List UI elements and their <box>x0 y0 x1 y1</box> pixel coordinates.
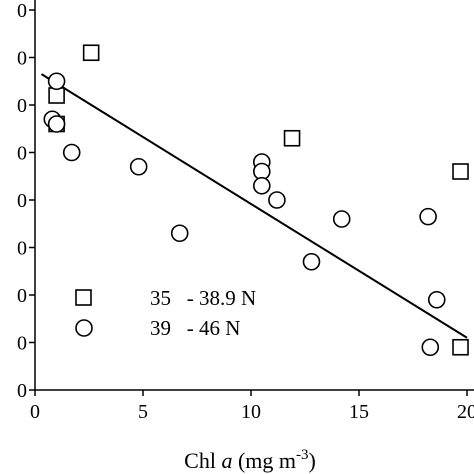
y-tick-label: 0 <box>17 190 27 212</box>
y-tick-label: 0 <box>17 0 27 22</box>
legend-circle-marker <box>75 319 93 337</box>
y-tick-label: 0 <box>17 48 27 70</box>
x-tick-label: 0 <box>30 401 40 423</box>
circle-point <box>419 207 437 226</box>
y-tick-label: 0 <box>17 285 27 307</box>
y-tick-label: 0 <box>17 238 27 260</box>
x-axis-title: Chl a (mg m-3) <box>184 447 316 473</box>
trend-line <box>40 73 468 339</box>
x-tick-label: 15 <box>349 401 369 423</box>
square-point <box>82 44 100 62</box>
circle-point <box>332 210 351 228</box>
data-points <box>43 44 469 357</box>
legend-label-circle: 39 - 46 N <box>150 316 240 340</box>
circle-point <box>129 157 148 176</box>
x-tick-label: 10 <box>241 401 261 423</box>
x-ticks: 0 5 10 15 20 <box>30 390 474 423</box>
y-tick-label: 0 <box>17 95 27 117</box>
circle-point <box>268 191 286 209</box>
x-tick-label: 5 <box>138 401 148 423</box>
square-point <box>283 129 301 147</box>
y-tick-label: 0 <box>17 333 27 355</box>
square-point <box>452 163 469 180</box>
x-axis-title-variable: a <box>221 448 232 473</box>
x-axis-title-unit: (mg m <box>232 448 296 473</box>
circle-point <box>421 338 440 357</box>
circle-point <box>170 224 189 243</box>
legend-label-square: 35 - 38.9 N <box>150 286 256 310</box>
x-axis-title-close: ) <box>309 448 316 473</box>
x-axis: 0 5 10 15 20 Chl a (mg m-3) <box>30 389 474 473</box>
y-axis: 0 0 0 0 0 0 0 0 0 <box>17 0 36 402</box>
y-tick-label: 0 <box>17 143 27 165</box>
circle-point <box>47 72 66 91</box>
circle-point <box>302 252 321 271</box>
circle-point <box>427 290 446 309</box>
x-axis-title-exponent: -3 <box>296 447 309 463</box>
x-tick-label: 20 <box>457 401 474 423</box>
legend-square-marker <box>75 289 92 306</box>
x-axis-title-prefix: Chl <box>184 448 221 473</box>
legend: 35 - 38.9 N 39 - 46 N <box>75 286 256 340</box>
square-point <box>452 338 469 356</box>
y-tick-label: 0 <box>17 380 27 402</box>
circle-point <box>62 143 81 162</box>
circle-point <box>47 115 66 133</box>
y-ticks: 0 0 0 0 0 0 0 0 0 <box>17 0 35 402</box>
square-point <box>48 87 65 104</box>
circle-point <box>252 176 271 195</box>
